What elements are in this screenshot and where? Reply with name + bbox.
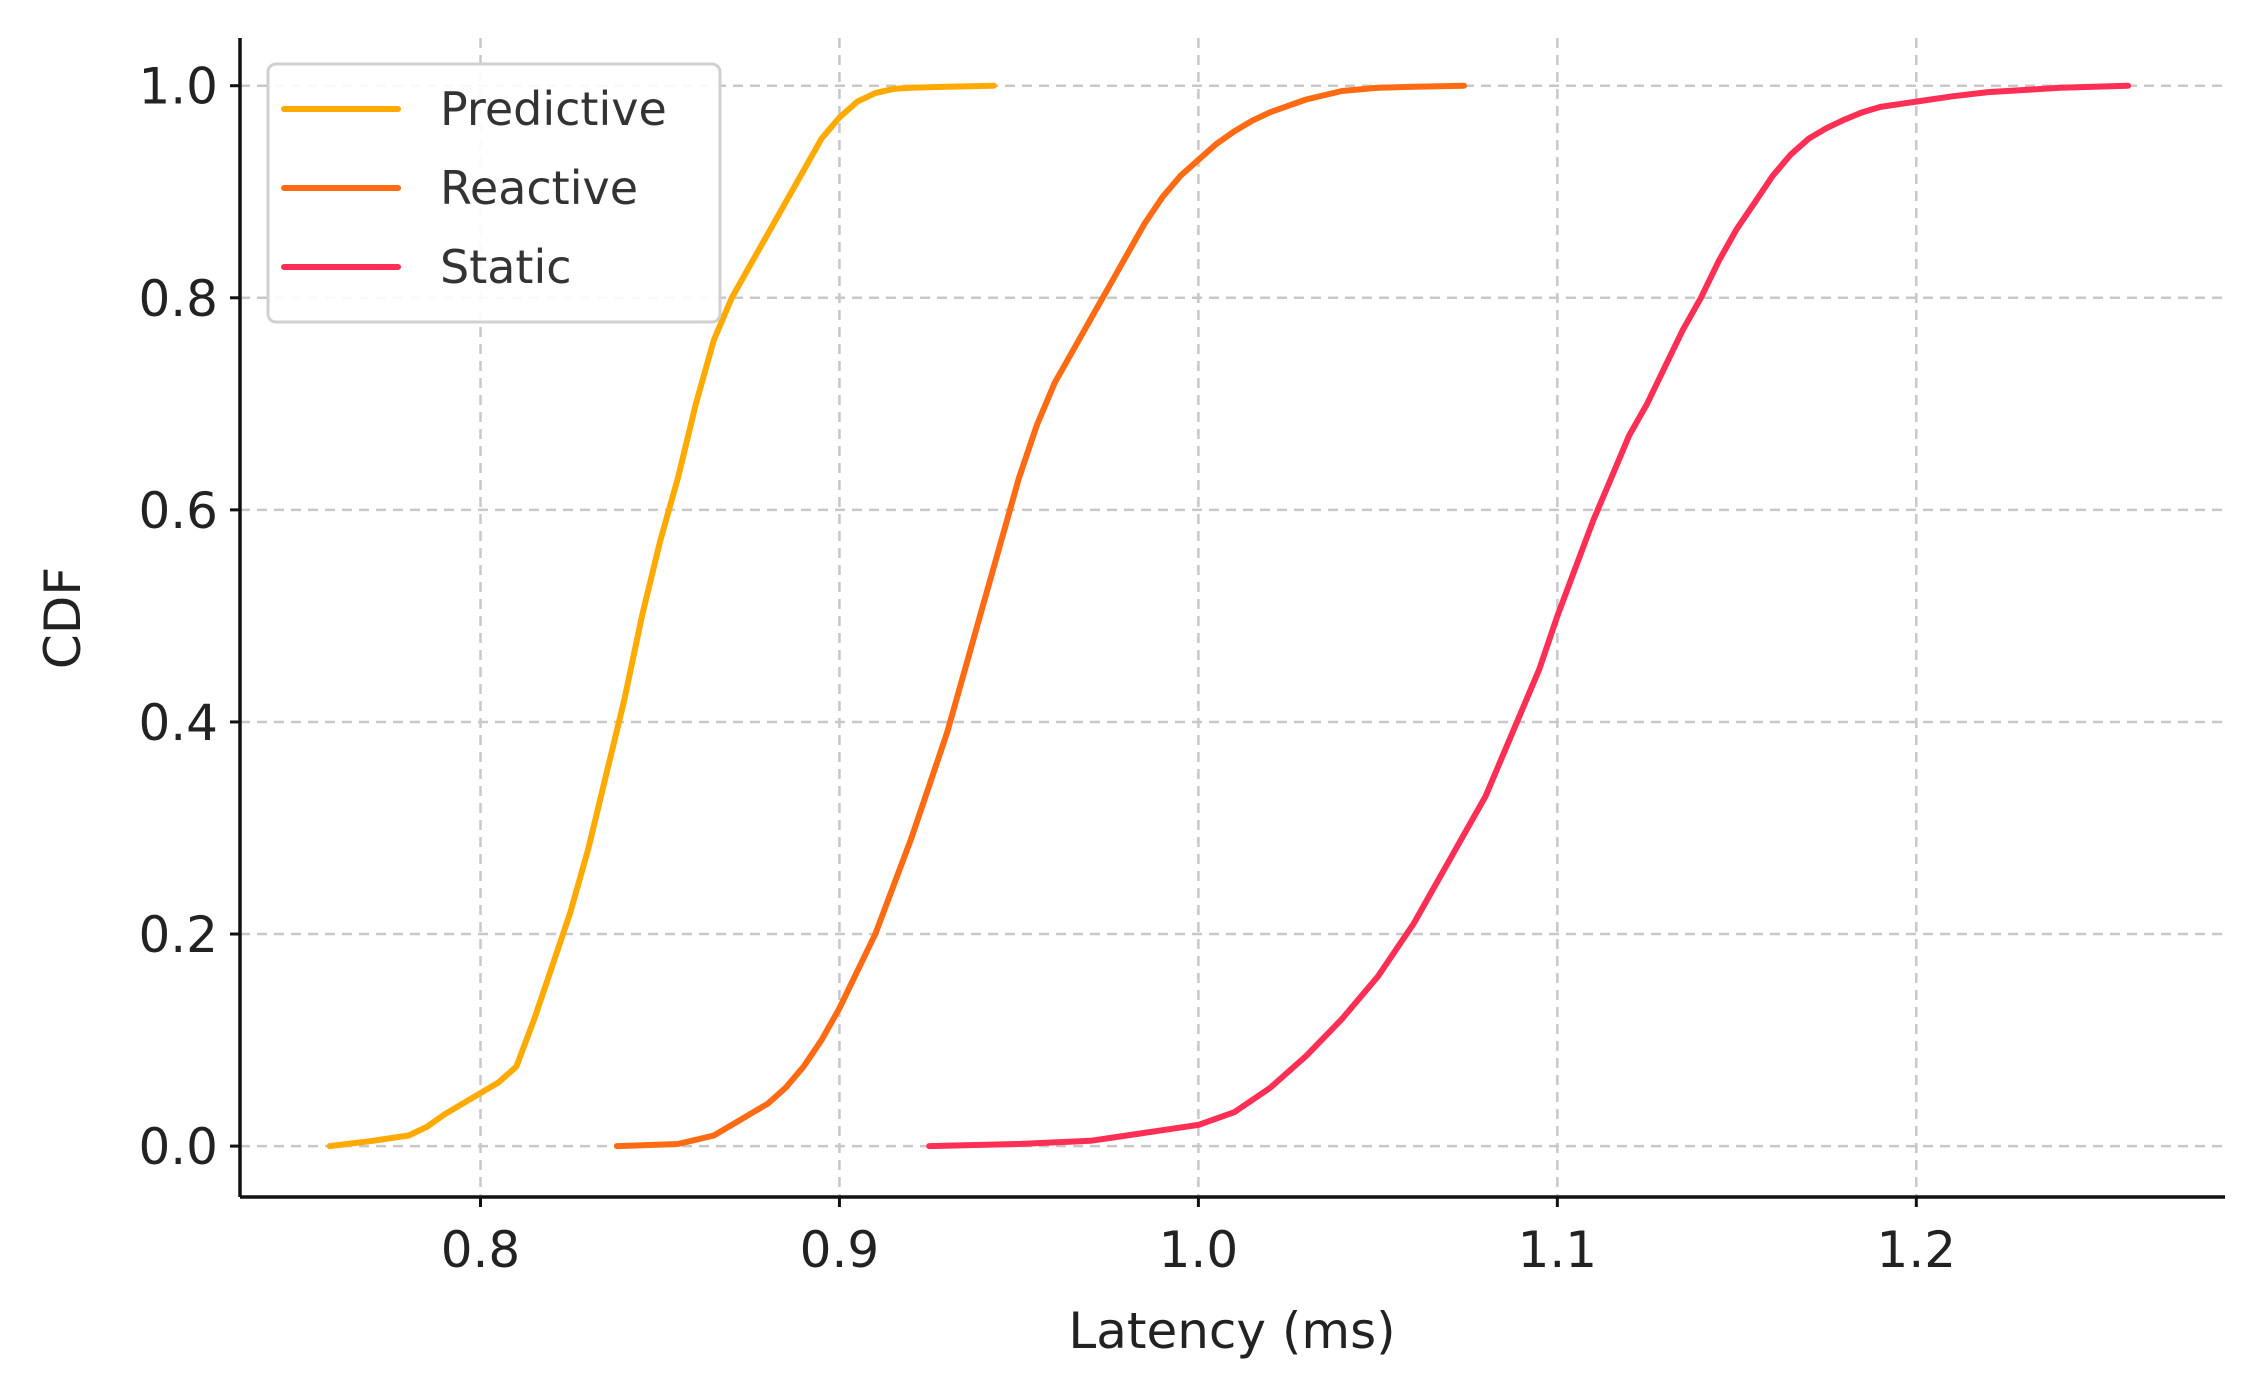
y-tick-label: 0.8 bbox=[138, 270, 218, 328]
legend-label-predictive: Predictive bbox=[440, 82, 667, 136]
ticks-layer: 0.8 0.9 1.0 1.1 1.2 0.0 0.2 0.4 0.6 0.8 1.0 bbox=[138, 58, 1956, 1279]
y-tick-label: 0.2 bbox=[138, 906, 218, 964]
y-tick-label: 0.6 bbox=[138, 482, 218, 540]
series-line-reactive bbox=[613, 82, 1467, 1150]
series-line-static bbox=[926, 82, 2132, 1150]
legend-label-reactive: Reactive bbox=[440, 161, 638, 215]
series-layer bbox=[326, 82, 2132, 1150]
legend-label-static: Static bbox=[440, 240, 572, 294]
x-tick-label: 0.9 bbox=[800, 1221, 880, 1279]
legend-frame bbox=[266, 62, 722, 324]
x-axis-title: Latency (ms) bbox=[1068, 1302, 1395, 1360]
y-axis-title: CDF bbox=[34, 567, 92, 669]
y-tick-label: 0.4 bbox=[138, 694, 218, 752]
x-tick-label: 0.8 bbox=[441, 1221, 521, 1279]
axes-layer bbox=[238, 38, 2225, 1199]
x-tick-label: 1.0 bbox=[1159, 1221, 1239, 1279]
y-tick-label: 0.0 bbox=[138, 1118, 218, 1176]
legend: Predictive Reactive Static bbox=[266, 62, 722, 324]
y-tick-label: 1.0 bbox=[138, 58, 218, 116]
x-tick-label: 1.2 bbox=[1877, 1221, 1957, 1279]
x-tick-label: 1.1 bbox=[1518, 1221, 1598, 1279]
series-line-predictive bbox=[326, 82, 997, 1150]
